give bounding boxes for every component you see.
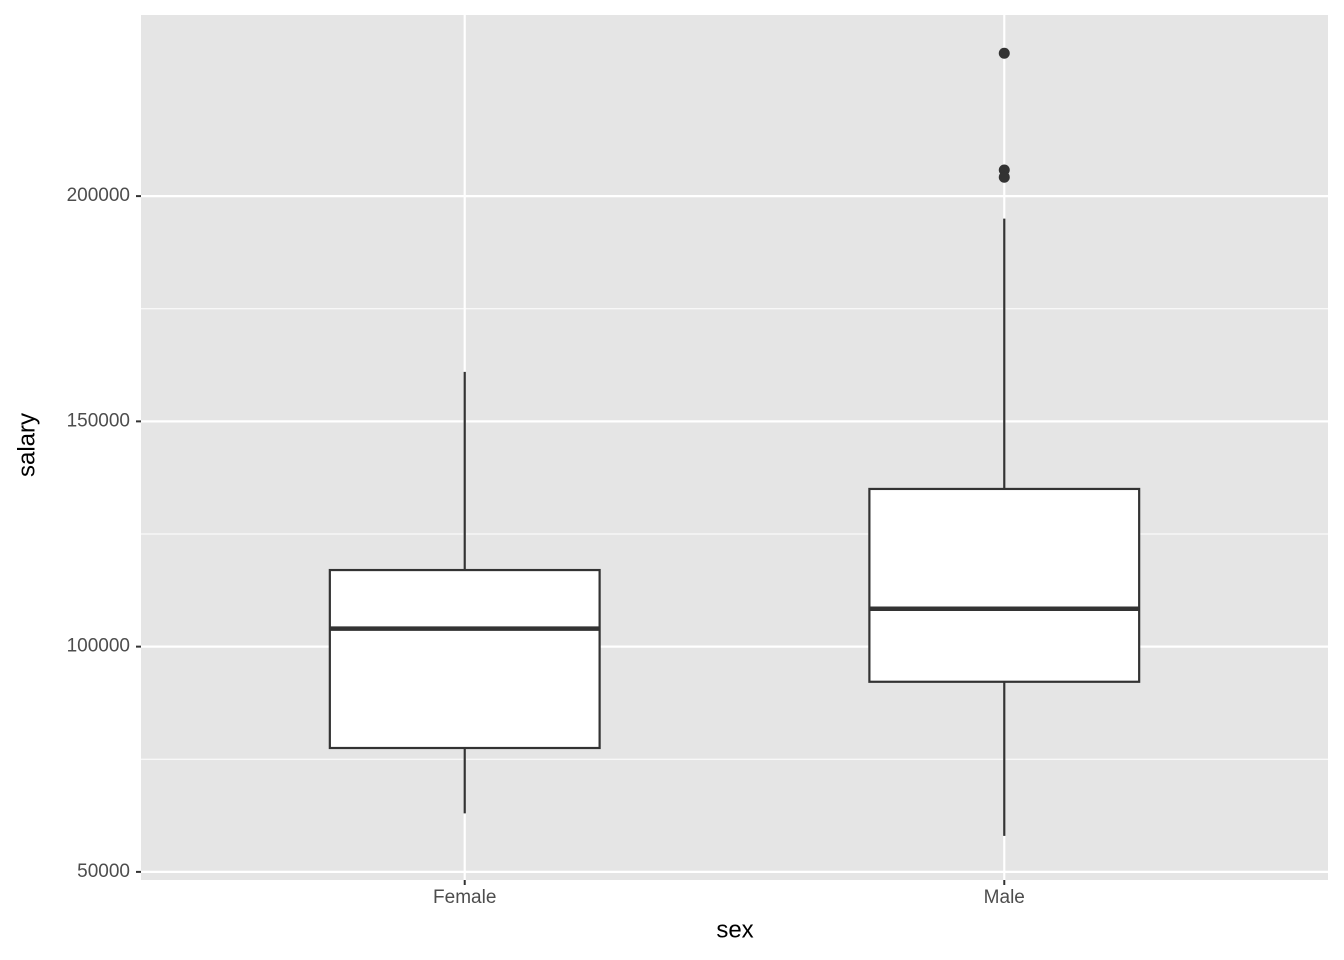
box — [328, 568, 601, 750]
x-tick-label: Male — [984, 887, 1025, 908]
x-tick-label: Female — [433, 887, 496, 908]
y-axis-title: salary — [13, 413, 40, 477]
box — [868, 487, 1141, 683]
outlier — [998, 47, 1010, 59]
y-tick-label: 100000 — [67, 636, 130, 657]
y-tick-label: 200000 — [67, 185, 130, 206]
y-tick-label: 150000 — [67, 410, 130, 431]
y-tick-label: 50000 — [77, 861, 130, 882]
outlier — [998, 171, 1010, 183]
panel — [141, 15, 1328, 880]
x-axis-title: sex — [716, 916, 753, 943]
